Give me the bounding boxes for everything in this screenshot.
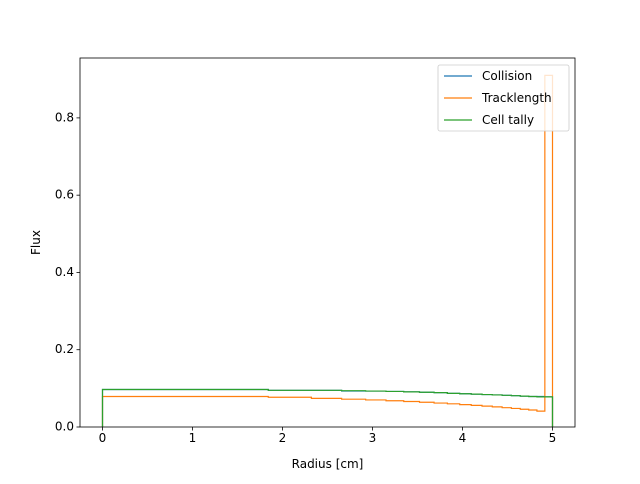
y-tick-label: 0.6 <box>55 188 74 202</box>
x-tick-label: 3 <box>369 431 377 445</box>
plot-area <box>101 74 554 427</box>
x-tick-label: 0 <box>99 431 107 445</box>
x-tick-label: 1 <box>189 431 197 445</box>
legend: Collision Tracklength Cell tally <box>437 64 570 132</box>
y-axis-label: Flux <box>29 230 43 255</box>
y-tick-label: 0.8 <box>55 110 74 124</box>
series-line-tracklength <box>101 74 554 427</box>
y-tick-label: 0.0 <box>55 420 74 434</box>
legend-entry: Tracklength <box>481 91 552 105</box>
series-line-cell-tally <box>101 388 554 427</box>
ticks: 0 1 2 3 4 5 0.0 0.2 0.4 0.6 0.8 <box>55 110 556 445</box>
x-tick-label: 5 <box>549 431 557 445</box>
legend-box <box>437 64 570 132</box>
y-tick-label: 0.4 <box>55 265 74 279</box>
legend-entry: Collision <box>482 69 532 83</box>
y-tick-label: 0.2 <box>55 342 74 356</box>
x-tick-label: 4 <box>459 431 467 445</box>
axes-frame <box>79 57 576 428</box>
legend-entry: Cell tally <box>482 113 534 127</box>
x-axis-label: Radius [cm] <box>292 457 364 471</box>
x-tick-label: 2 <box>279 431 287 445</box>
